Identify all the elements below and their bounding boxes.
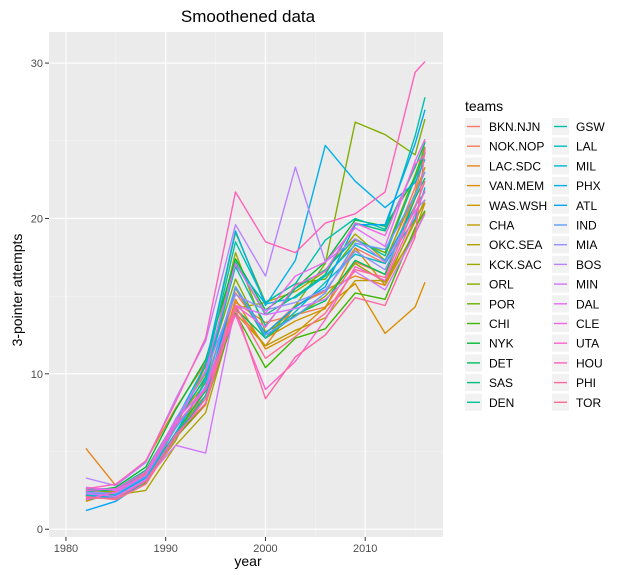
- legend-label: DEN: [489, 396, 514, 410]
- legend-label: DET: [489, 356, 514, 370]
- series-line-ind: [85, 171, 426, 495]
- x-tick-label: 1980: [54, 543, 78, 555]
- plot-area: [49, 32, 443, 537]
- x-tick-label: 2010: [353, 543, 377, 555]
- legend-label: LAC.SDC: [489, 159, 541, 173]
- legend-label: NOK.NOP: [489, 140, 544, 154]
- series-line-hou: [85, 61, 426, 490]
- legend-label: OKC.SEA: [489, 238, 542, 252]
- series-line-den: [85, 151, 426, 490]
- legend-label: WAS.WSH: [489, 199, 547, 213]
- y-tick-label: 0: [37, 524, 43, 536]
- y-tick-label: 10: [31, 369, 43, 381]
- x-axis-label: year: [234, 553, 262, 569]
- legend-label: ORL: [489, 278, 514, 292]
- legend-label: NYK: [489, 337, 514, 351]
- legend-label: LAL: [576, 140, 598, 154]
- series-line-min: [85, 213, 426, 498]
- legend-label: DAL: [576, 297, 600, 311]
- series-line-bos: [85, 166, 426, 487]
- x-tick-label: 2000: [253, 543, 277, 555]
- legend-label: CLE: [576, 317, 599, 331]
- legend-label: BOS: [576, 258, 601, 272]
- legend-label: PHX: [576, 179, 601, 193]
- series-line-phi: [85, 148, 426, 499]
- legend-label: MIL: [576, 159, 596, 173]
- y-tick-label: 20: [31, 213, 43, 225]
- series-line-tor: [85, 180, 426, 501]
- legend-label: CHI: [489, 317, 510, 331]
- series-line-cle: [85, 154, 426, 492]
- legend-label: VAN.MEM: [489, 179, 544, 193]
- legend-label: PHI: [576, 376, 596, 390]
- legend-label: IND: [576, 219, 597, 233]
- legend-label: BKN.NJN: [489, 120, 540, 134]
- x-tick-label: 1990: [153, 543, 177, 555]
- legend-label: KCK.SAC: [489, 258, 542, 272]
- series-line-uta: [85, 190, 426, 501]
- legend-label: CHA: [489, 219, 514, 233]
- legend-label: UTA: [576, 337, 599, 351]
- legend: BKN.NJN NOK.NOP LAC.SDC VAN.MEM WAS.WSH CHA OK…: [465, 118, 605, 411]
- y-tick-label: 30: [31, 58, 43, 70]
- chart-title: Smoothened data: [181, 7, 316, 26]
- legend-label: ATL: [576, 199, 597, 213]
- legend-title: teams: [465, 98, 503, 114]
- legend-label: MIN: [576, 278, 598, 292]
- legend-label: HOU: [576, 356, 603, 370]
- y-axis-label: 3-pointer attempts: [9, 234, 25, 347]
- legend-label: TOR: [576, 396, 601, 410]
- legend-label: GSW: [576, 120, 605, 134]
- axes: 1980 1990 2000 2010 0 10 20 30: [31, 58, 378, 555]
- legend-label: MIA: [576, 238, 597, 252]
- legend-label: POR: [489, 297, 515, 311]
- legend-label: SAS: [489, 376, 513, 390]
